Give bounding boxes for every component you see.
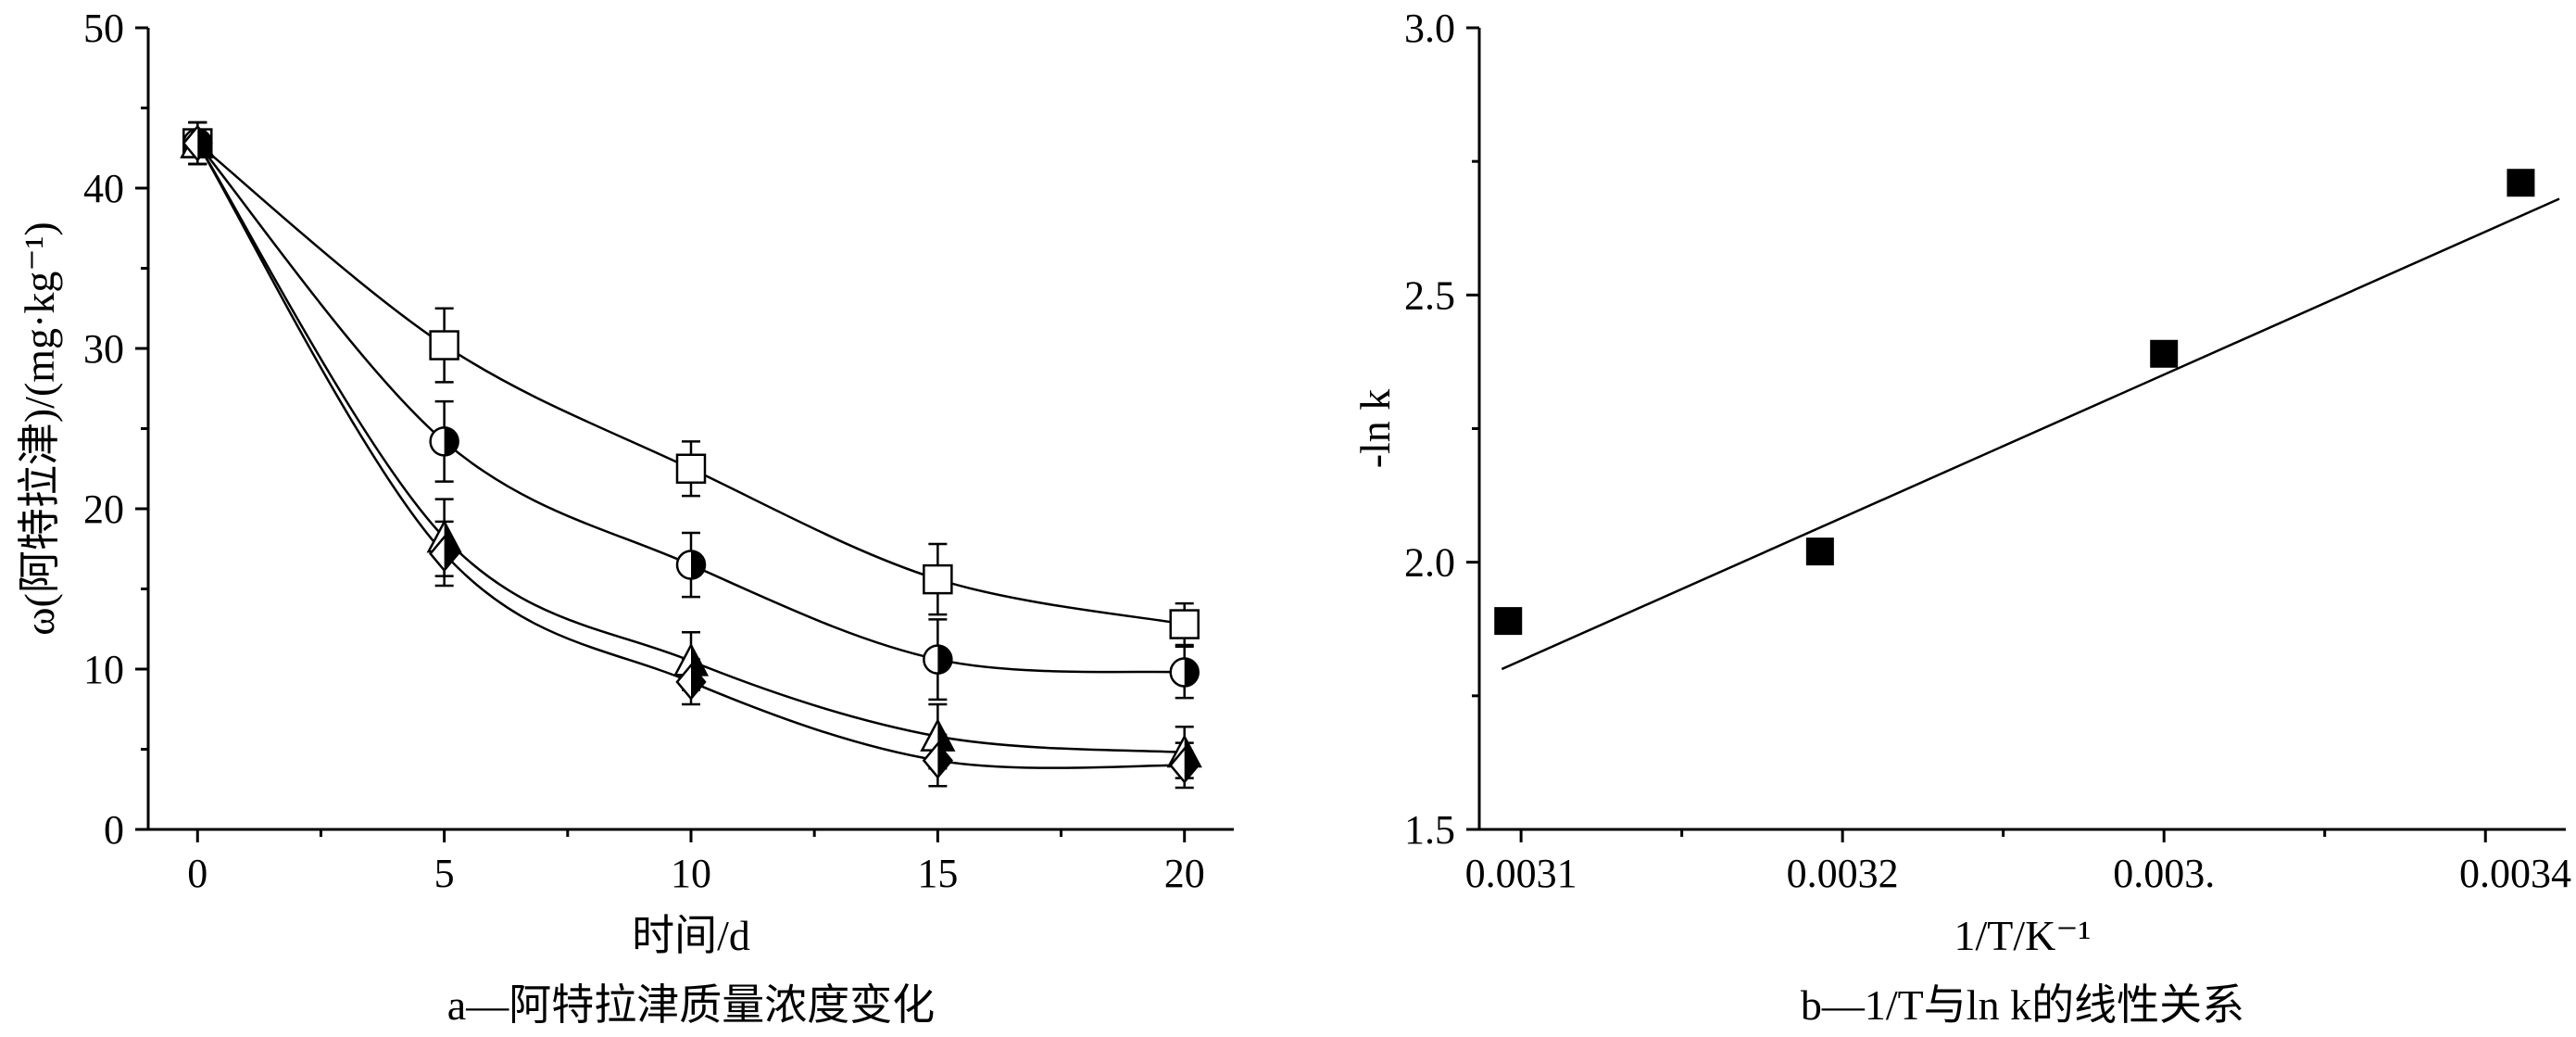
panel-b-filled-square-marker (2150, 339, 2179, 368)
diamond-marker-fill-half (1184, 748, 1199, 782)
panel-a-y-tick-label: 40 (83, 166, 124, 211)
panel-b-filled-square-marker (2507, 169, 2535, 197)
panel-a-x-tick-label: 10 (671, 851, 711, 896)
panel-b-axes (1477, 28, 2566, 831)
panel-a-marker-open-square (429, 330, 459, 360)
triangle-marker-fill-half (937, 720, 954, 751)
panel-b-x-tick-label: 0.003. (2113, 851, 2215, 896)
panel-b-caption: b—1/T与ln k的线性关系 (1801, 981, 2244, 1029)
panel-a-x-tick-label: 5 (434, 851, 455, 896)
panel-a-marker-open-square (923, 563, 953, 595)
panel-b-ticks: 0.0031 0.0032 0.003. 0.0034 1.5 2.0 2.5 3.0 (1404, 6, 2571, 896)
circle-marker-fill-half (444, 427, 459, 456)
panel-a-y-tick-label: 0 (104, 807, 124, 853)
diamond-marker-fill-half (691, 664, 705, 699)
panel-a-ticks: 0 5 10 15 20 0 10 20 30 40 50 (83, 6, 1205, 896)
panel-a-marker-half-circle (923, 644, 953, 675)
panel-a-caption: a—阿特拉津质量浓度变化 (447, 981, 935, 1029)
panel-a-marker-half-diamond (1169, 746, 1200, 784)
panel-b-arrhenius-chart: 0.0031 0.0032 0.003. 0.0034 1.5 2.0 2.5 3.0 1/T… (1351, 6, 2571, 1029)
panel-a-marker-half-diamond (182, 124, 213, 162)
panel-a-marker-half-diamond (675, 663, 707, 701)
panel-a-marker-half-circle (1169, 657, 1200, 688)
panel-b-y-tick-label: 3.0 (1404, 6, 1455, 51)
circle-marker-fill-half (691, 550, 706, 579)
panel-a-y-tick-label: 30 (83, 326, 124, 372)
panel-a-degradation-chart: 0 5 10 15 20 0 10 20 30 40 50 时间/d ω(阿特拉津)/(mg·kg⁻… (16, 6, 1234, 1029)
panel-a-marker-half-diamond (429, 535, 460, 573)
panel-b-filled-square-marker (1805, 537, 1834, 566)
panel-a-marker-half-diamond (922, 741, 953, 779)
diamond-marker-fill-half (937, 743, 952, 778)
open-square-marker (1169, 609, 1200, 639)
panel-b-x-tick-label: 0.0034 (2459, 851, 2571, 896)
panel-b-data-points (1494, 169, 2535, 636)
panel-a-y-axis-title: ω(阿特拉津)/(mg·kg⁻¹) (16, 221, 63, 636)
open-square-marker (675, 453, 707, 484)
panel-a-y-tick-label: 50 (83, 6, 124, 51)
panel-a-marker-open-square (1169, 609, 1200, 639)
panel-b-y-axis-title: -ln k (1351, 389, 1399, 469)
panel-a-marker-half-circle (429, 426, 459, 457)
panel-a-x-tick-label: 15 (917, 851, 958, 896)
panel-a-marker-open-square (675, 453, 707, 484)
panel-b-x-axis-title: 1/T/K⁻¹ (1954, 912, 2092, 959)
open-square-marker (923, 563, 953, 595)
panel-a-x-tick-label: 20 (1164, 851, 1205, 896)
panel-a-data-points (180, 124, 1202, 784)
diamond-marker-fill-half (444, 537, 459, 571)
panel-a-fit-curve (196, 142, 1185, 674)
panel-b-fit-line (1501, 197, 2560, 671)
panel-a-fit-curve (196, 142, 1185, 769)
panel-b-regression-line (1501, 197, 2560, 671)
circle-marker-fill-half (937, 645, 952, 674)
panel-a-y-tick-label: 20 (83, 487, 124, 532)
diamond-marker-fill-half (197, 126, 212, 160)
panel-b-x-tick-label: 0.0032 (1787, 851, 1899, 896)
panel-b-x-tick-label: 0.0031 (1465, 851, 1577, 896)
panel-a-marker-half-circle (675, 550, 707, 580)
panel-a-x-axis-title: 时间/d (632, 912, 750, 959)
circle-marker-fill-half (1184, 658, 1199, 687)
panel-a-y-tick-label: 10 (83, 647, 124, 692)
panel-b-y-tick-label: 1.5 (1404, 807, 1455, 853)
panel-a-axes (146, 28, 1234, 831)
panel-b-y-tick-label: 2.0 (1404, 540, 1455, 586)
open-square-marker (429, 330, 459, 360)
panel-a-x-tick-label: 0 (187, 851, 207, 896)
panel-a-fit-curve (196, 142, 1185, 754)
panel-b-y-tick-label: 2.5 (1404, 272, 1455, 318)
panel-b-filled-square-marker (1494, 607, 1523, 636)
triangle-marker-fill-half (691, 645, 707, 676)
